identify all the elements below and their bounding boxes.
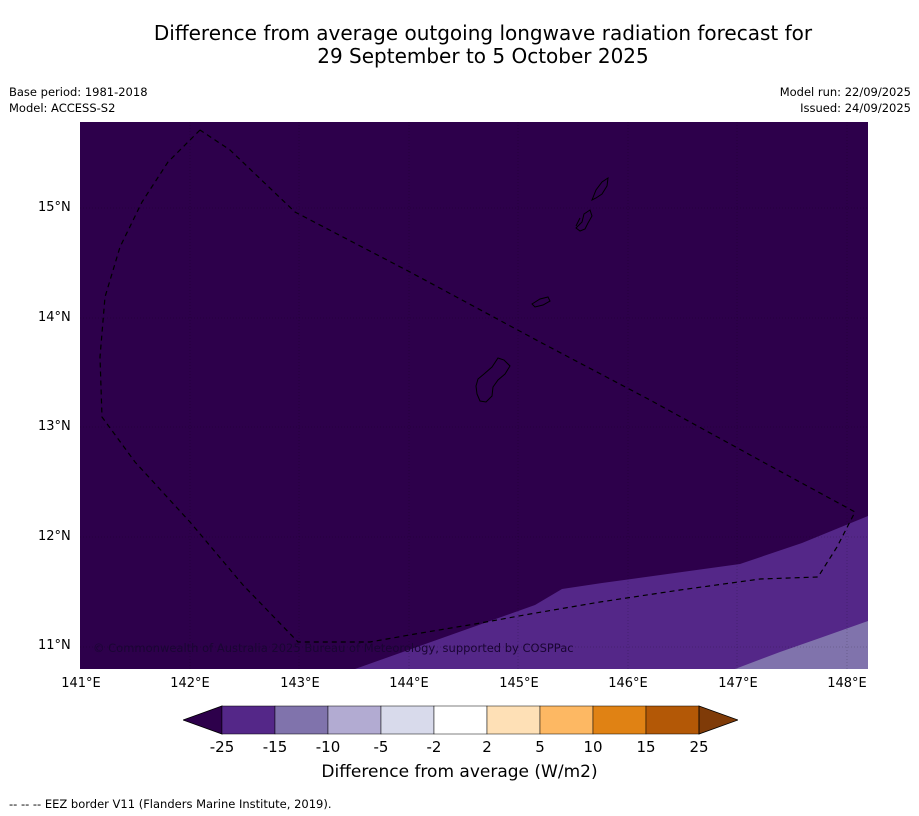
lat-tick-12n: 12°N (38, 529, 71, 544)
meta-left: Base period: 1981-2018 Model: ACCESS-S2 (9, 84, 148, 116)
issued-date: Issued: 24/09/2025 (800, 101, 911, 115)
colorbar-extend-low (181, 705, 223, 735)
colorbar-cell-5 (433, 705, 488, 735)
aguijan-line (575, 217, 581, 227)
colorbar-svg (181, 705, 740, 735)
saipan-island (591, 176, 609, 202)
lon-tick-144e: 144°E (389, 676, 429, 691)
colorbar-label-2: -15 (262, 738, 288, 756)
lon-tick-145e: 145°E (499, 676, 539, 691)
lon-tick-143e: 143°E (280, 676, 320, 691)
map-area[interactable] (80, 122, 868, 669)
colorbar-label-10: 25 (689, 738, 709, 756)
tinian-island (575, 209, 593, 232)
colorbar-cell-1 (221, 705, 276, 735)
colorbar-cell-2 (274, 705, 329, 735)
colorbar-cell-4 (380, 705, 435, 735)
colorbar-cell-8 (592, 705, 647, 735)
anomaly-band-minus-25-minus-15 (355, 516, 868, 669)
model-run: Model run: 22/09/2025 (779, 85, 911, 99)
colorbar (181, 705, 740, 739)
eez-footnote: -- -- -- EEZ border V11 (Flanders Marine… (9, 797, 332, 811)
map-credit: © Commonwealth of Australia 2025 Bureau … (93, 641, 574, 655)
eez-border (99, 129, 856, 643)
anomaly-band-minus-15-minus-10 (735, 621, 868, 669)
colorbar-label-1: -25 (209, 738, 235, 756)
colorbar-label-6: 2 (482, 738, 492, 756)
chart-title: Difference from average outgoing longwav… (0, 22, 919, 68)
rota-island (531, 296, 551, 308)
colorbar-cell-7 (539, 705, 594, 735)
colorbar-label-5: -2 (426, 738, 442, 756)
title-line-2: 29 September to 5 October 2025 (317, 44, 649, 68)
colorbar-cell-9 (645, 705, 700, 735)
title-line-1: Difference from average outgoing longwav… (153, 21, 813, 45)
colorbar-label-9: 15 (636, 738, 656, 756)
colorbar-extend-high (698, 705, 740, 735)
lat-tick-13n: 13°N (38, 419, 71, 434)
map-svg (80, 122, 868, 669)
base-period: Base period: 1981-2018 (9, 85, 148, 99)
lon-tick-142e: 142°E (170, 676, 210, 691)
model-name: Model: ACCESS-S2 (9, 101, 116, 115)
lon-tick-146e: 146°E (608, 676, 648, 691)
colorbar-label-4: -5 (373, 738, 389, 756)
colorbar-label-7: 5 (535, 738, 545, 756)
colorbar-cell-3 (327, 705, 382, 735)
colorbar-title: Difference from average (W/m2) (321, 762, 598, 782)
colorbar-label-8: 10 (583, 738, 603, 756)
guam-island (475, 357, 511, 403)
lat-tick-11n: 11°N (38, 638, 71, 653)
lon-tick-148e: 148°E (827, 676, 867, 691)
lon-tick-147e: 147°E (718, 676, 758, 691)
lon-tick-141e: 141°E (61, 676, 101, 691)
colorbar-cell-6 (486, 705, 541, 735)
lat-tick-15n: 15°N (38, 200, 71, 215)
colorbar-label-3: -10 (315, 738, 341, 756)
lat-tick-14n: 14°N (38, 310, 71, 325)
meta-right: Model run: 22/09/2025 Issued: 24/09/2025 (780, 84, 911, 116)
graticule (80, 122, 868, 669)
